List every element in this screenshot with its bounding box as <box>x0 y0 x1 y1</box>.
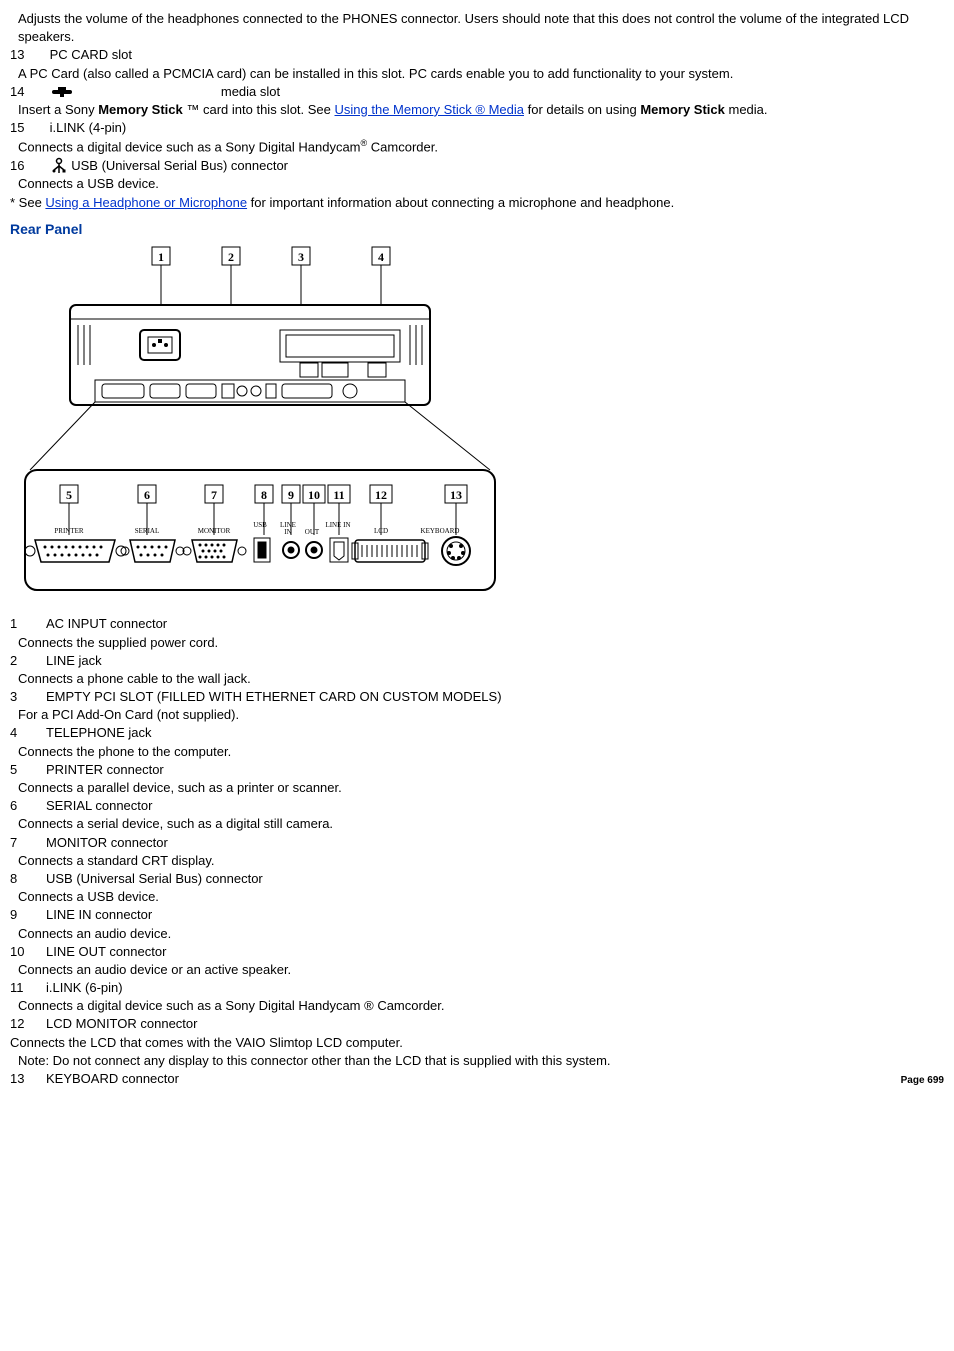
page-number: Page 699 <box>901 1074 944 1088</box>
item-desc-15: Connects a digital device such as a Sony… <box>18 137 944 157</box>
rear-panel-heading: Rear Panel <box>10 220 944 240</box>
svg-text:LINE IN: LINE IN <box>325 521 350 529</box>
svg-text:2: 2 <box>228 250 234 264</box>
rear-item-3: 3EMPTY PCI SLOT (FILLED WITH ETHERNET CA… <box>10 688 944 706</box>
usb-icon <box>50 157 68 175</box>
rear-panel-diagram: 1 2 3 4 <box>10 245 944 605</box>
rear-note-12: Note: Do not connect any display to this… <box>18 1052 944 1070</box>
svg-text:9: 9 <box>288 488 294 502</box>
item-label: PC CARD slot <box>50 47 132 62</box>
rear-item-12: 12LCD MONITOR connector <box>10 1015 944 1033</box>
rear-items-list: 1AC INPUT connector Connects the supplie… <box>10 615 944 1088</box>
page-content: Adjusts the volume of the headphones con… <box>10 10 944 1088</box>
item-desc-12: Adjusts the volume of the headphones con… <box>18 10 944 46</box>
rear-item-7: 7MONITOR connector <box>10 834 944 852</box>
svg-text:10: 10 <box>308 488 320 502</box>
memory-stick-link[interactable]: Using the Memory Stick ® Media <box>335 102 524 117</box>
rear-desc-3: For a PCI Add-On Card (not supplied). <box>18 706 944 724</box>
svg-text:8: 8 <box>261 488 267 502</box>
svg-text:5: 5 <box>66 488 72 502</box>
item-label: media slot <box>221 84 280 99</box>
rear-item-2: 2LINE jack <box>10 652 944 670</box>
item-13: 13 PC CARD slot <box>10 46 944 64</box>
rear-desc-11: Connects a digital device such as a Sony… <box>18 997 944 1015</box>
svg-text:LCD: LCD <box>374 527 388 535</box>
rear-desc-5: Connects a parallel device, such as a pr… <box>18 779 944 797</box>
rear-item-1: 1AC INPUT connector <box>10 615 944 633</box>
rear-item-5: 5PRINTER connector <box>10 761 944 779</box>
item-num: 13 <box>10 46 46 64</box>
item-14: 14 media slot <box>10 83 944 101</box>
item-desc-16: Connects a USB device. <box>18 175 944 193</box>
svg-text:7: 7 <box>211 488 217 502</box>
item-16: 16 USB (Universal Serial Bus) connector <box>10 157 944 176</box>
headphone-microphone-link[interactable]: Using a Headphone or Microphone <box>45 195 247 210</box>
svg-text:4: 4 <box>378 250 384 264</box>
rear-item-9: 9LINE IN connector <box>10 906 944 924</box>
svg-text:11: 11 <box>333 488 344 502</box>
item-label: USB (Universal Serial Bus) connector <box>71 158 288 173</box>
item-desc-14: Insert a Sony Memory Stick ™ card into t… <box>18 101 944 119</box>
rear-desc-10: Connects an audio device or an active sp… <box>18 961 944 979</box>
item-num: 15 <box>10 119 46 137</box>
svg-text:KEYBOARD: KEYBOARD <box>421 527 460 535</box>
rear-item-11: 11i.LINK (6-pin) <box>10 979 944 997</box>
item-num: 14 <box>10 83 46 101</box>
item-desc-13: A PC Card (also called a PCMCIA card) ca… <box>18 65 944 83</box>
rear-desc-8: Connects a USB device. <box>18 888 944 906</box>
svg-text:PRINTER: PRINTER <box>54 527 84 535</box>
svg-text:13: 13 <box>450 488 462 502</box>
rear-desc-7: Connects a standard CRT display. <box>18 852 944 870</box>
svg-text:OUT: OUT <box>305 528 320 536</box>
rear-desc-6: Connects a serial device, such as a digi… <box>18 815 944 833</box>
svg-text:12: 12 <box>375 488 387 502</box>
rear-desc-12: Connects the LCD that comes with the VAI… <box>10 1034 944 1052</box>
item-label: i.LINK (4-pin) <box>50 120 127 135</box>
rear-desc-4: Connects the phone to the computer. <box>18 743 944 761</box>
footnote: * See Using a Headphone or Microphone fo… <box>10 194 944 212</box>
svg-text:3: 3 <box>298 250 304 264</box>
svg-text:1: 1 <box>158 250 164 264</box>
rear-item-6: 6SERIAL connector <box>10 797 944 815</box>
rear-item-8: 8USB (Universal Serial Bus) connector <box>10 870 944 888</box>
item-num: 16 <box>10 157 46 175</box>
rear-item-4: 4TELEPHONE jack <box>10 724 944 742</box>
svg-text:IN: IN <box>284 528 291 536</box>
rear-desc-1: Connects the supplied power cord. <box>18 634 944 652</box>
svg-text:USB: USB <box>253 521 267 529</box>
svg-text:SERIAL: SERIAL <box>135 527 160 535</box>
svg-text:6: 6 <box>144 488 150 502</box>
item-15: 15 i.LINK (4-pin) <box>10 119 944 137</box>
memory-stick-icon <box>50 85 74 99</box>
rear-item-13: 13KEYBOARD connector <box>10 1070 944 1088</box>
rear-desc-9: Connects an audio device. <box>18 925 944 943</box>
svg-text:MONITOR: MONITOR <box>198 527 231 535</box>
rear-item-10: 10LINE OUT connector <box>10 943 944 961</box>
rear-desc-2: Connects a phone cable to the wall jack. <box>18 670 944 688</box>
